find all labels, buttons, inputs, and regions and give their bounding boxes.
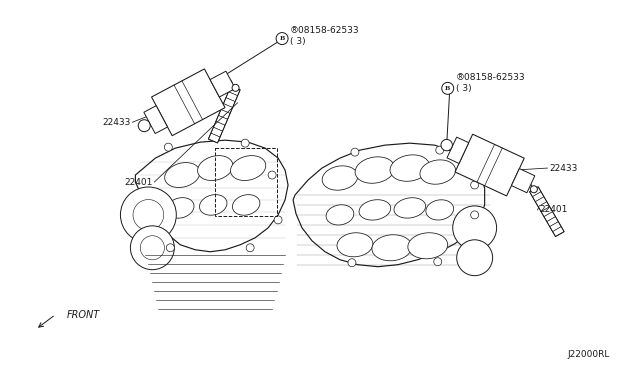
Circle shape (434, 258, 442, 266)
Ellipse shape (420, 160, 456, 184)
Circle shape (131, 226, 174, 270)
Circle shape (276, 33, 288, 45)
Polygon shape (532, 192, 544, 202)
Circle shape (268, 171, 276, 179)
Polygon shape (144, 106, 168, 134)
Text: J22000RL: J22000RL (567, 350, 609, 359)
Circle shape (351, 148, 359, 156)
Polygon shape (209, 133, 220, 143)
Circle shape (246, 244, 254, 252)
Text: ®08158-62533
( 3): ®08158-62533 ( 3) (290, 26, 360, 46)
Ellipse shape (200, 195, 227, 215)
Circle shape (164, 143, 172, 151)
Circle shape (470, 211, 479, 219)
Polygon shape (511, 169, 535, 193)
Ellipse shape (372, 235, 412, 261)
Polygon shape (535, 197, 547, 207)
Polygon shape (455, 134, 524, 196)
Ellipse shape (230, 155, 266, 180)
Circle shape (442, 82, 454, 94)
Ellipse shape (198, 155, 233, 180)
Ellipse shape (426, 200, 454, 220)
Text: B: B (280, 36, 285, 41)
Polygon shape (210, 71, 236, 97)
Polygon shape (541, 207, 552, 217)
Polygon shape (136, 140, 288, 252)
Polygon shape (223, 98, 235, 108)
Circle shape (436, 146, 444, 154)
Text: 22401: 22401 (124, 177, 152, 186)
Polygon shape (293, 143, 484, 267)
Ellipse shape (394, 198, 426, 218)
Circle shape (470, 181, 479, 189)
Circle shape (133, 199, 164, 230)
Circle shape (120, 187, 176, 243)
Circle shape (348, 259, 356, 267)
Ellipse shape (390, 155, 429, 181)
Ellipse shape (408, 233, 447, 259)
Polygon shape (211, 127, 223, 137)
Polygon shape (216, 115, 228, 125)
Text: FRONT: FRONT (67, 310, 100, 320)
Polygon shape (152, 69, 225, 136)
Ellipse shape (337, 233, 373, 257)
Polygon shape (213, 121, 225, 131)
Circle shape (274, 216, 282, 224)
Circle shape (138, 120, 150, 132)
Text: B: B (445, 86, 451, 91)
Ellipse shape (355, 157, 395, 183)
Polygon shape (552, 227, 564, 237)
Ellipse shape (359, 200, 390, 220)
Circle shape (241, 139, 249, 147)
Ellipse shape (164, 163, 200, 187)
Text: 22433: 22433 (550, 164, 578, 173)
Polygon shape (226, 92, 237, 102)
Circle shape (452, 206, 497, 250)
Polygon shape (447, 137, 468, 163)
Polygon shape (544, 212, 556, 222)
Circle shape (531, 186, 538, 193)
Ellipse shape (232, 195, 260, 215)
Polygon shape (529, 187, 541, 197)
Polygon shape (547, 217, 558, 227)
Circle shape (457, 240, 493, 276)
Polygon shape (221, 104, 232, 113)
Text: ®08158-62533
( 3): ®08158-62533 ( 3) (456, 73, 525, 93)
Text: 22433: 22433 (102, 118, 131, 127)
Ellipse shape (322, 166, 358, 190)
Circle shape (232, 84, 239, 91)
Circle shape (166, 244, 174, 252)
Circle shape (140, 236, 164, 260)
Text: 22401: 22401 (540, 205, 568, 214)
Ellipse shape (326, 205, 354, 225)
Bar (215, 148, 277, 216)
Polygon shape (550, 222, 561, 232)
Polygon shape (538, 202, 550, 212)
Circle shape (441, 140, 452, 151)
Polygon shape (228, 86, 240, 96)
Polygon shape (218, 109, 230, 119)
Ellipse shape (166, 198, 194, 218)
